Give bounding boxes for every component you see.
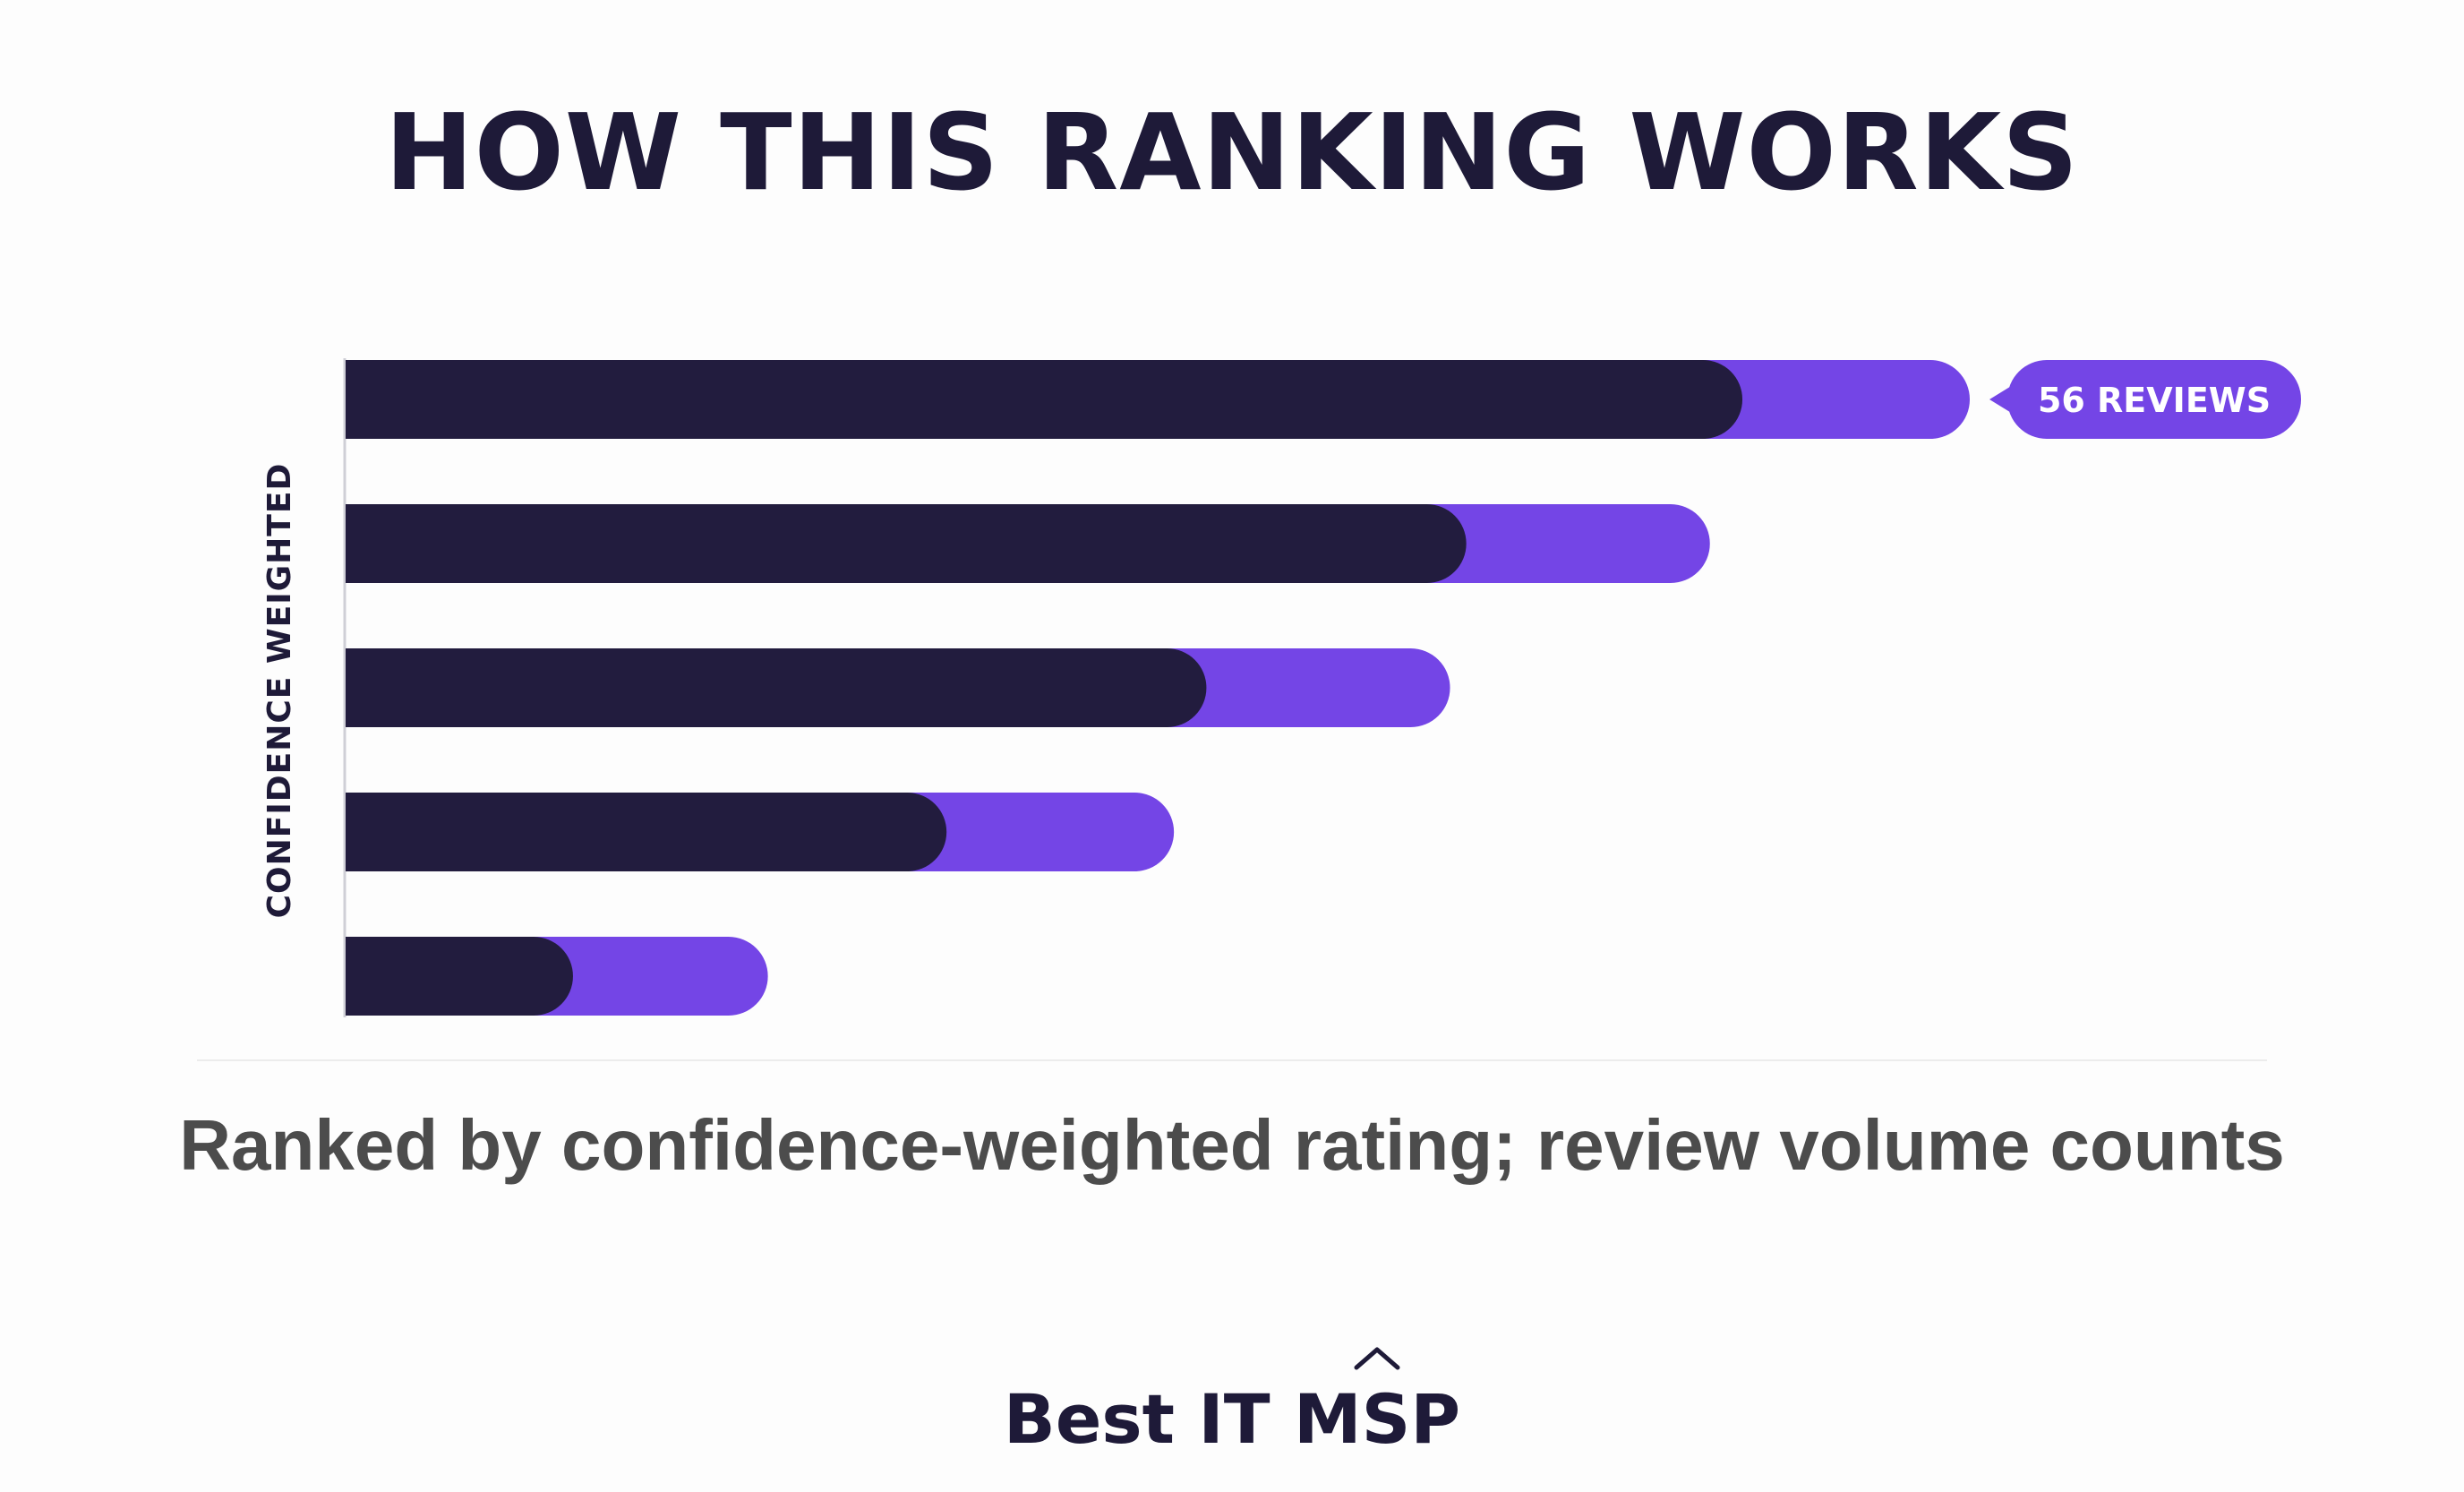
bar-dark-5 <box>346 937 573 1016</box>
bar-dark-2 <box>346 504 1467 583</box>
brand-mark: MSP <box>1294 1347 1461 1464</box>
bar-dark-1 <box>346 360 1743 439</box>
brand-mark-text: MSP <box>1294 1379 1461 1459</box>
brand-prefix: Best IT <box>1003 1379 1294 1459</box>
chart-caption: Ranked by confidence-weighted rating; re… <box>179 1105 2285 1185</box>
divider <box>197 1059 2267 1061</box>
annotation-pointer-1 <box>1989 385 2013 414</box>
annotation-pill-1 <box>2007 360 2301 439</box>
annotation-label-1: 56 REVIEWS <box>2038 381 2271 420</box>
caret-up-icon <box>1354 1347 1400 1370</box>
y-axis-label: CONFIDENCE WEIGHTED <box>261 462 298 919</box>
bar-dark-3 <box>346 648 1207 727</box>
chart-title: HOW THIS RANKING WORKS <box>384 90 2080 214</box>
brand-logo: Best IT MSP <box>0 1347 2464 1464</box>
bar-dark-4 <box>346 793 947 871</box>
